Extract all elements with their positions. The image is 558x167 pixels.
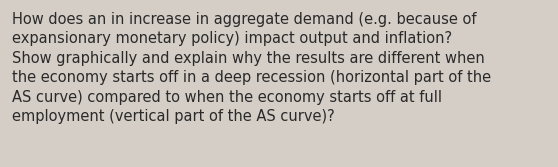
- Text: How does an in increase in aggregate demand (e.g. because of
expansionary moneta: How does an in increase in aggregate dem…: [12, 12, 492, 124]
